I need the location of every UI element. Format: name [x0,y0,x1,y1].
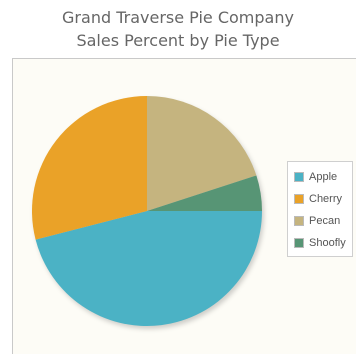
chart-title: Grand Traverse Pie Company Sales Percent… [0,6,356,52]
pie-slice-apple[interactable] [35,211,262,327]
pie-slice-pecan[interactable] [147,96,257,211]
legend-label-apple: Apple [309,171,338,183]
chart-title-line1: Grand Traverse Pie Company [62,8,294,27]
legend: Apple Cherry Pecan Shoofly [287,161,353,257]
pie-slice-shoofly[interactable] [147,175,262,211]
legend-label-cherry: Cherry [309,193,343,205]
chart-title-line2: Sales Percent by Pie Type [76,31,280,50]
pie-slices [31,96,262,327]
legend-label-shoofly: Shoofly [309,237,346,249]
legend-swatch-apple [294,172,304,182]
legend-swatch-shoofly [294,238,304,248]
legend-swatch-pecan [294,216,304,226]
legend-item-shoofly: Shoofly [294,232,352,254]
legend-item-pecan: Pecan [294,210,352,232]
pie-slice-cherry[interactable] [31,96,147,240]
legend-swatch-cherry [294,194,304,204]
legend-item-cherry: Cherry [294,188,352,210]
legend-item-apple: Apple [294,166,352,188]
legend-label-pecan: Pecan [309,215,341,227]
